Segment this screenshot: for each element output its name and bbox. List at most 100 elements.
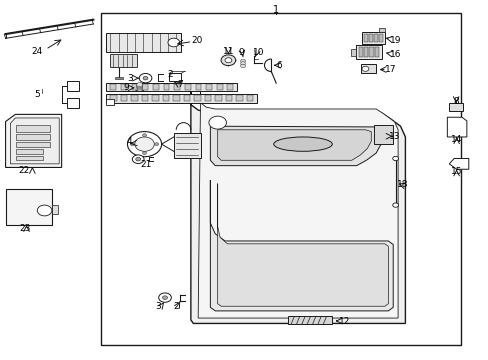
Text: 17: 17: [384, 65, 396, 74]
Circle shape: [240, 62, 245, 65]
Polygon shape: [210, 126, 380, 166]
Circle shape: [137, 86, 142, 90]
Circle shape: [392, 203, 398, 207]
Bar: [363, 47, 367, 57]
Text: 6: 6: [276, 61, 282, 70]
Polygon shape: [210, 180, 392, 311]
Bar: [110, 54, 137, 67]
Text: 3: 3: [127, 74, 133, 83]
Bar: [16, 125, 50, 132]
Bar: [216, 84, 222, 90]
Circle shape: [158, 293, 171, 302]
Polygon shape: [10, 118, 59, 164]
Circle shape: [155, 143, 158, 145]
Polygon shape: [190, 83, 405, 323]
Bar: [378, 34, 382, 42]
Text: 21: 21: [140, 161, 151, 170]
Bar: [163, 84, 169, 90]
Bar: [173, 95, 180, 102]
Bar: [168, 73, 181, 81]
Bar: [131, 95, 138, 102]
Circle shape: [135, 137, 154, 151]
Ellipse shape: [273, 137, 331, 151]
Text: 4: 4: [126, 137, 132, 146]
Bar: [183, 95, 190, 102]
Text: 18: 18: [396, 180, 408, 189]
Circle shape: [162, 296, 167, 300]
Text: 14: 14: [450, 135, 462, 144]
Bar: [360, 64, 375, 73]
Circle shape: [137, 82, 142, 87]
Bar: [195, 84, 201, 90]
Bar: [105, 83, 237, 91]
Bar: [194, 95, 201, 102]
Bar: [110, 95, 117, 102]
Bar: [52, 205, 58, 214]
Bar: [227, 84, 233, 90]
Bar: [110, 84, 116, 90]
Text: 24: 24: [32, 47, 43, 56]
Circle shape: [137, 84, 142, 88]
Circle shape: [208, 116, 226, 129]
Bar: [215, 95, 222, 102]
Bar: [66, 81, 79, 91]
Polygon shape: [198, 90, 397, 318]
Text: 23: 23: [20, 224, 31, 233]
Bar: [368, 34, 372, 42]
Bar: [105, 94, 256, 103]
Text: 11: 11: [222, 47, 234, 56]
Circle shape: [37, 205, 52, 216]
Circle shape: [137, 85, 142, 89]
Bar: [5, 189, 52, 225]
Circle shape: [130, 143, 134, 145]
Bar: [373, 126, 392, 144]
Bar: [374, 47, 378, 57]
Bar: [142, 95, 148, 102]
Bar: [152, 95, 159, 102]
Bar: [174, 84, 180, 90]
Bar: [153, 84, 159, 90]
Bar: [101, 13, 461, 345]
Circle shape: [132, 155, 144, 163]
Polygon shape: [217, 130, 370, 160]
Bar: [368, 47, 373, 57]
Text: 20: 20: [191, 36, 203, 45]
Circle shape: [136, 157, 141, 161]
Bar: [448, 103, 462, 111]
Text: 2: 2: [167, 71, 173, 80]
Text: 12: 12: [338, 317, 349, 326]
Circle shape: [240, 64, 245, 68]
Text: 15: 15: [450, 167, 462, 176]
Bar: [288, 316, 331, 324]
Text: 3: 3: [155, 302, 160, 311]
Bar: [16, 134, 50, 140]
Text: 8: 8: [452, 96, 458, 105]
Text: 10: 10: [253, 48, 264, 57]
Text: 16: 16: [389, 50, 401, 59]
Circle shape: [361, 66, 368, 71]
Bar: [121, 95, 127, 102]
Polygon shape: [448, 158, 468, 169]
Text: 7: 7: [177, 80, 183, 89]
Circle shape: [221, 55, 235, 66]
Bar: [121, 84, 127, 90]
Circle shape: [127, 132, 161, 157]
Circle shape: [224, 58, 231, 63]
Text: 5: 5: [34, 90, 40, 99]
Polygon shape: [5, 114, 61, 167]
Circle shape: [143, 76, 148, 80]
Circle shape: [139, 73, 152, 83]
Text: 9: 9: [123, 83, 129, 92]
Bar: [173, 134, 200, 158]
Bar: [246, 95, 253, 102]
Text: 19: 19: [389, 36, 401, 45]
Circle shape: [142, 134, 146, 136]
Bar: [358, 47, 362, 57]
Bar: [105, 33, 181, 52]
Text: 2: 2: [173, 302, 179, 311]
Text: 1: 1: [273, 5, 279, 15]
Bar: [373, 34, 377, 42]
Bar: [131, 84, 137, 90]
Circle shape: [240, 59, 245, 63]
Text: 9: 9: [238, 48, 244, 57]
